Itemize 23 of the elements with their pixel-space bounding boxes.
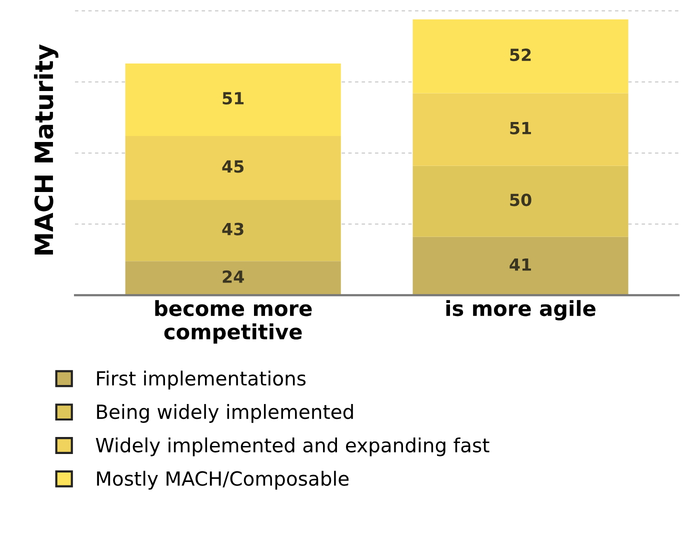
y-axis-title: MACH Maturity [34,44,58,255]
data-label: 51 [222,92,244,105]
x-tick-label: is more agile [446,300,596,320]
legend-label: Mostly MACH/Composable [97,470,349,490]
bar [412,19,628,94]
bar [412,93,628,166]
bar [412,236,628,296]
bar [125,200,341,262]
legend-label: Widely implemented and expanding fast [96,437,490,456]
legend-label: Being widely implemented [97,404,353,423]
legend-label: First implementations [97,370,306,390]
bar [412,166,628,237]
data-label: 41 [510,258,531,271]
data-label: 52 [510,48,531,62]
data-label: 50 [510,194,532,206]
data-label: 24 [222,270,244,283]
data-label: 43 [222,222,244,236]
bar [125,136,341,200]
bar [125,261,341,296]
bar [125,63,341,136]
data-label: 51 [510,122,531,134]
x-tick-label: become more competitive [155,300,312,344]
data-label: 45 [222,160,244,173]
